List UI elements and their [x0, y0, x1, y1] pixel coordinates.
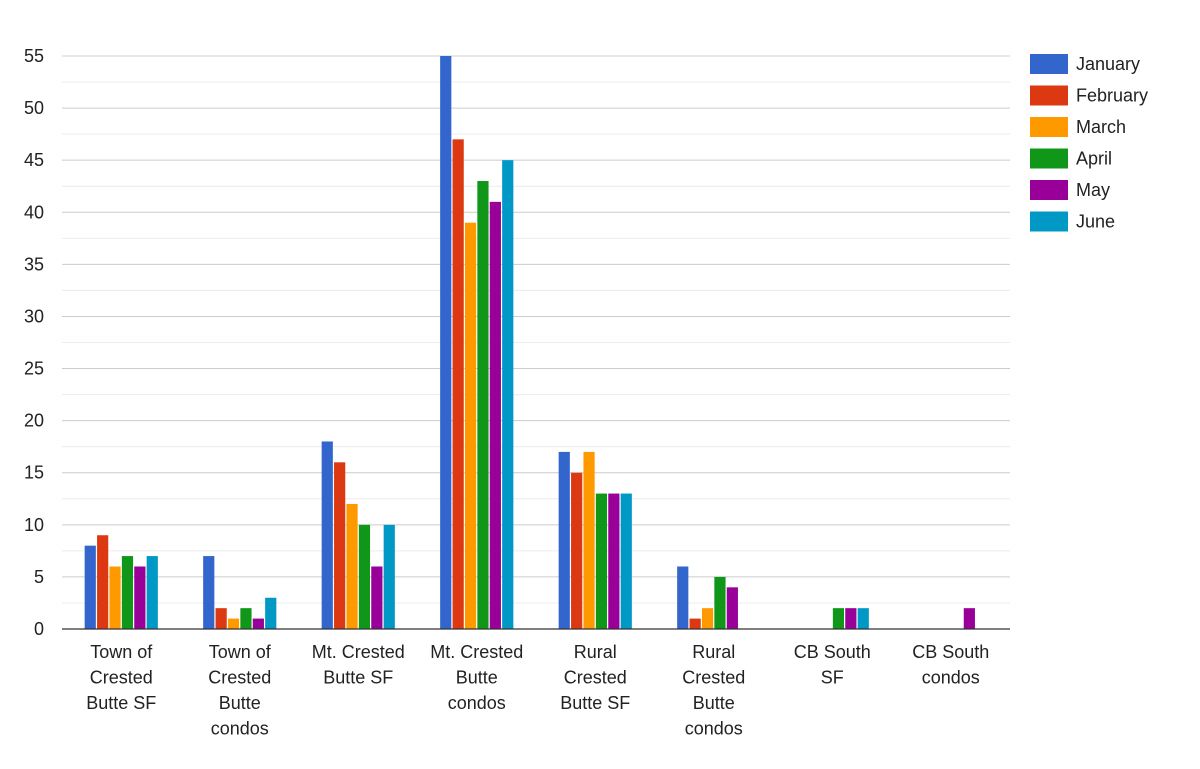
bar-january — [321, 441, 333, 629]
y-tick-label: 45 — [24, 150, 44, 170]
legend-label: January — [1076, 54, 1140, 74]
bar-march — [227, 618, 240, 629]
legend-swatch — [1030, 180, 1068, 200]
bar-june — [383, 524, 395, 629]
bar-february — [452, 139, 464, 629]
y-tick-label: 5 — [34, 567, 44, 587]
y-axis-tick-labels: 0 5 10 15 20 25 30 35 40 45 50 55 — [24, 46, 44, 639]
legend-swatch — [1030, 54, 1068, 74]
bar-february — [215, 608, 227, 629]
bar-may — [371, 566, 383, 629]
bar-april — [832, 608, 845, 629]
bars — [84, 56, 975, 629]
bar-january — [677, 566, 689, 629]
bar-june — [265, 597, 277, 629]
y-tick-label: 25 — [24, 359, 44, 379]
y-tick-label: 15 — [24, 463, 44, 483]
legend-swatch — [1030, 117, 1068, 137]
bar-march — [701, 608, 714, 629]
legend-label: February — [1076, 86, 1148, 106]
bar-march — [346, 503, 358, 629]
bar-january — [84, 545, 96, 629]
bar-april — [714, 576, 726, 629]
y-tick-label: 0 — [34, 619, 44, 639]
bar-march — [109, 566, 121, 629]
bar-april — [240, 608, 252, 629]
bar-june — [502, 160, 514, 629]
y-tick-label: 55 — [24, 46, 44, 66]
x-category-label: Town of Crested Butte SF — [86, 642, 156, 713]
bar-may — [963, 608, 975, 629]
x-category-label: Mt. Crested Butte SF — [312, 642, 405, 688]
x-category-label: Mt. Crested Butte condos — [430, 642, 523, 713]
gridlines — [62, 55, 1010, 604]
x-category-label: Town of Crested Butte condos — [208, 642, 272, 739]
x-category-label: Rural Crested Butte SF — [560, 642, 630, 713]
bar-march — [464, 222, 477, 629]
bar-june — [146, 556, 158, 629]
bar-january — [440, 56, 452, 629]
bar-april — [477, 181, 489, 629]
legend-label: May — [1076, 180, 1110, 200]
y-tick-label: 50 — [24, 98, 44, 118]
x-category-label: CB South SF — [794, 642, 871, 688]
bar-april — [358, 524, 371, 629]
bar-february — [334, 462, 346, 629]
bar-april — [595, 493, 608, 629]
bar-may — [726, 587, 738, 629]
bar-january — [203, 556, 215, 629]
bar-may — [845, 608, 857, 629]
y-tick-label: 40 — [24, 202, 44, 222]
bar-january — [558, 451, 570, 629]
x-axis-category-labels: Town of Crested Butte SF Town of Crested Butt… — [86, 642, 989, 739]
bar-february — [689, 618, 701, 629]
bar-may — [608, 493, 620, 629]
legend-label: June — [1076, 212, 1115, 232]
legend-swatch — [1030, 85, 1068, 106]
y-tick-label: 20 — [24, 411, 44, 431]
y-tick-label: 10 — [24, 515, 44, 535]
legend-swatch — [1030, 211, 1068, 232]
legend-label: March — [1076, 117, 1126, 137]
y-tick-label: 35 — [24, 254, 44, 274]
legend: January February March April May June — [1030, 54, 1148, 232]
x-category-label: Rural Crested Butte condos — [682, 642, 745, 739]
bar-june — [857, 608, 869, 629]
bar-may — [489, 201, 501, 629]
bar-may — [134, 566, 146, 629]
bar-march — [583, 451, 595, 629]
bar-may — [252, 618, 264, 629]
bar-february — [97, 535, 109, 629]
legend-swatch — [1030, 148, 1068, 169]
bar-april — [121, 556, 134, 629]
bar-june — [620, 493, 632, 629]
bar-february — [571, 472, 583, 629]
y-tick-label: 30 — [24, 306, 44, 326]
x-category-label: CB South condos — [912, 642, 989, 688]
legend-label: April — [1076, 149, 1112, 169]
